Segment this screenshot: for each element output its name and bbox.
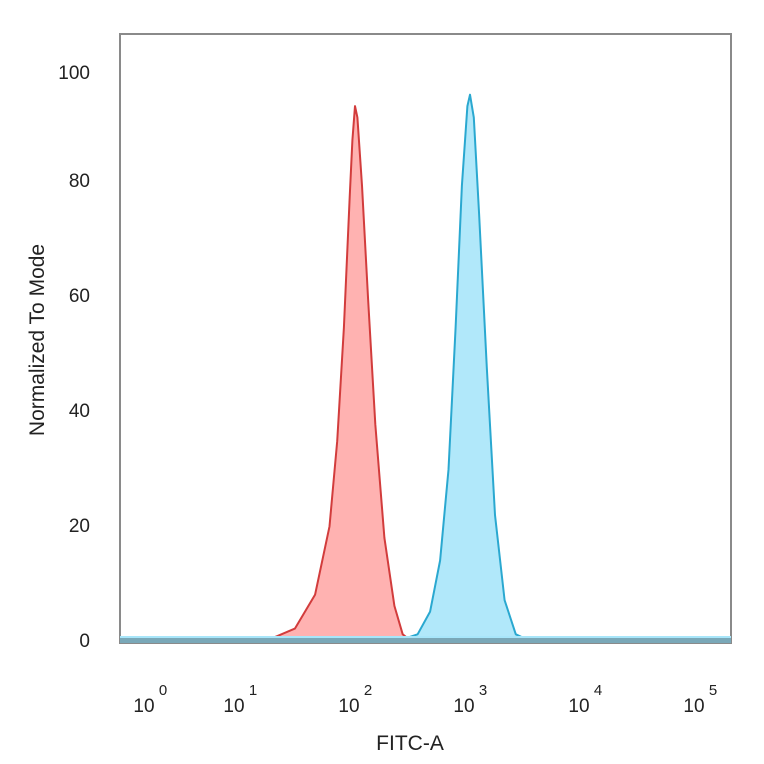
y-tick-label: 60 [69,286,90,307]
y-tick-label: 40 [69,401,90,422]
x-tick-label: 10 [683,696,704,717]
baseline-highlight [120,636,731,638]
x-axis-label: FITC-A [376,732,444,755]
baseline [120,638,731,643]
y-tick-label: 100 [58,63,90,84]
x-tick-exponent: 4 [594,682,602,699]
y-tick-label: 20 [69,516,90,537]
y-axis-label: Normalized To Mode [26,244,49,436]
x-tick-label: 10 [568,696,589,717]
x-tick-exponent: 1 [249,682,257,699]
x-tick-exponent: 5 [709,682,717,699]
plot-frame [119,33,732,644]
plot-area [119,33,732,644]
x-tick-label: 10 [133,696,154,717]
y-tick-label: 0 [79,631,90,652]
x-tick-exponent: 2 [364,682,372,699]
x-tick-label: 10 [453,696,474,717]
x-axis-ticks: 10 0 10 1 10 2 10 3 10 4 10 5 [133,682,717,717]
stained-sample-histogram [399,93,530,641]
x-tick-exponent: 3 [479,682,487,699]
isotype-control-histogram [211,105,411,641]
x-tick-exponent: 0 [159,682,167,699]
y-axis-ticks: 0 20 40 60 80 100 [58,63,90,652]
y-tick-label: 80 [69,171,90,192]
x-tick-label: 10 [223,696,244,717]
x-tick-label: 10 [338,696,359,717]
